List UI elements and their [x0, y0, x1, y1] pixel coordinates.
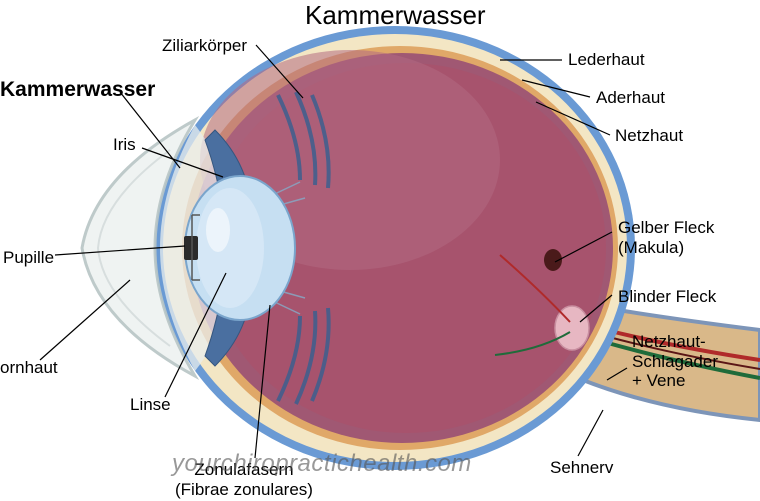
label-hornhaut: ornhaut — [0, 358, 58, 378]
diagram-title: Kammerwasser — [305, 0, 486, 31]
label-aderhaut: Aderhaut — [596, 88, 665, 108]
label-kammerwasser-bold: Kammerwasser — [0, 78, 155, 102]
label-lederhaut: Lederhaut — [568, 50, 645, 70]
eye-anatomy-diagram: { "canvas": { "width": 760, "height": 50… — [0, 0, 760, 501]
label-gelberfleck: Gelber Fleck (Makula) — [618, 218, 714, 257]
label-netzhaut-schlagader: Netzhaut- Schlagader + Vene — [632, 332, 718, 391]
label-netzhaut: Netzhaut — [615, 126, 683, 146]
label-ziliarkoerper: Ziliarkörper — [162, 36, 247, 56]
watermark-text: yourchiropractichealth.com — [172, 450, 472, 478]
label-pupille: Pupille — [3, 248, 54, 268]
label-linse: Linse — [130, 395, 171, 415]
pupil — [184, 236, 198, 260]
label-blinderfleck: Blinder Fleck — [618, 287, 716, 307]
label-iris: Iris — [113, 135, 136, 155]
lens — [185, 176, 295, 320]
label-sehnerv: Sehnerv — [550, 458, 613, 478]
